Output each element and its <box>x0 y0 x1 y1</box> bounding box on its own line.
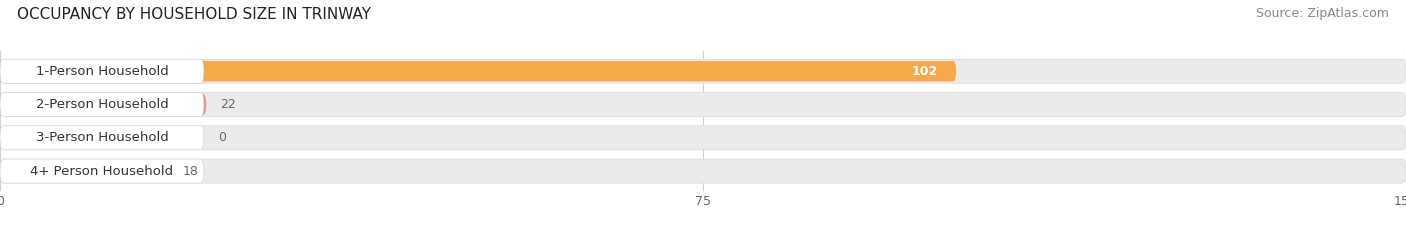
FancyBboxPatch shape <box>0 93 1406 116</box>
FancyBboxPatch shape <box>0 59 204 83</box>
Text: 3-Person Household: 3-Person Household <box>35 131 169 144</box>
FancyBboxPatch shape <box>0 128 37 148</box>
Text: 18: 18 <box>183 164 198 178</box>
FancyBboxPatch shape <box>0 126 1406 150</box>
Text: OCCUPANCY BY HOUSEHOLD SIZE IN TRINWAY: OCCUPANCY BY HOUSEHOLD SIZE IN TRINWAY <box>17 7 371 22</box>
Text: 1-Person Household: 1-Person Household <box>35 65 169 78</box>
Text: 2-Person Household: 2-Person Household <box>35 98 169 111</box>
Text: 22: 22 <box>221 98 236 111</box>
Text: 0: 0 <box>218 131 226 144</box>
FancyBboxPatch shape <box>0 159 204 183</box>
FancyBboxPatch shape <box>0 61 956 81</box>
FancyBboxPatch shape <box>0 59 1406 83</box>
Text: Source: ZipAtlas.com: Source: ZipAtlas.com <box>1256 7 1389 20</box>
Text: 102: 102 <box>911 65 938 78</box>
FancyBboxPatch shape <box>0 93 204 116</box>
Text: 4+ Person Household: 4+ Person Household <box>31 164 173 178</box>
FancyBboxPatch shape <box>0 161 169 181</box>
FancyBboxPatch shape <box>0 94 207 115</box>
FancyBboxPatch shape <box>0 159 1406 183</box>
FancyBboxPatch shape <box>0 126 204 150</box>
